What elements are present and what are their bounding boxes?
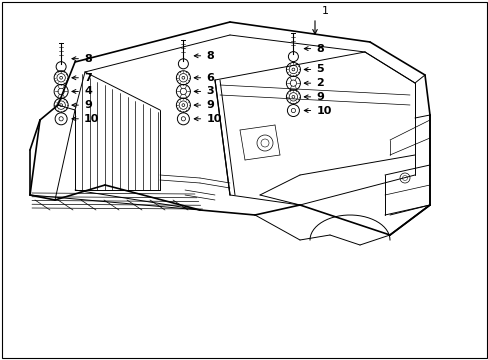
Text: 10: 10	[84, 114, 99, 124]
Text: 8: 8	[84, 54, 92, 64]
Text: 10: 10	[316, 105, 331, 116]
Text: 9: 9	[206, 100, 214, 110]
Text: 1: 1	[321, 6, 328, 16]
Text: 4: 4	[84, 86, 92, 96]
Text: 6: 6	[206, 73, 214, 83]
Text: 8: 8	[206, 51, 214, 61]
Text: 7: 7	[84, 73, 92, 83]
Text: 2: 2	[316, 78, 324, 88]
Text: 3: 3	[206, 86, 214, 96]
Text: 9: 9	[316, 92, 324, 102]
Text: 5: 5	[316, 64, 324, 75]
Text: 8: 8	[316, 44, 324, 54]
Text: 9: 9	[84, 100, 92, 110]
Text: 10: 10	[206, 114, 221, 124]
